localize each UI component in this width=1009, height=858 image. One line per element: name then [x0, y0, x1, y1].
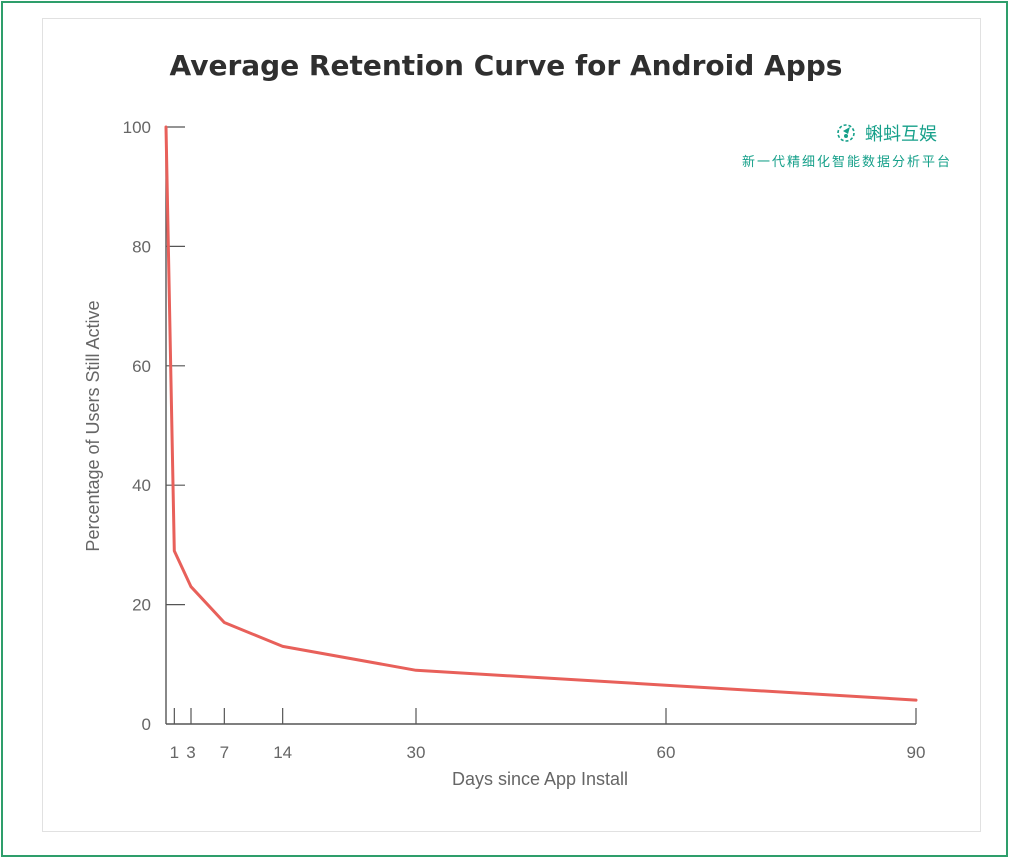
- chart-card: [42, 18, 981, 832]
- watermark-slogan: 新一代精细化智能数据分析平台: [742, 154, 952, 170]
- y-tick-label: 0: [142, 715, 151, 734]
- series-layer: [164, 125, 918, 702]
- y-axis: 0 20 40 60 80 100: [123, 118, 185, 734]
- watermark-name: 蝌蚪互娱: [865, 124, 937, 145]
- chart-title: Average Retention Curve for Android Apps: [170, 49, 843, 82]
- logo-icon: [837, 124, 855, 142]
- x-tick-label: 14: [273, 743, 292, 762]
- y-tick-label: 60: [132, 357, 151, 376]
- x-tick-label: 3: [186, 743, 195, 762]
- x-axis-label: Days since App Install: [452, 769, 628, 789]
- watermark: 蝌蚪互娱 新一代精细化智能数据分析平台: [742, 124, 952, 170]
- y-tick-label: 80: [132, 237, 151, 256]
- y-axis-label: Percentage of Users Still Active: [83, 300, 103, 551]
- retention-series-line: [164, 125, 918, 702]
- x-tick-label: 30: [407, 743, 426, 762]
- x-tick-label: 1: [170, 743, 179, 762]
- y-tick-label: 40: [132, 476, 151, 495]
- x-tick-label: 60: [657, 743, 676, 762]
- y-tick-label: 100: [123, 118, 151, 137]
- y-tick-label: 20: [132, 596, 151, 615]
- x-tick-label: 90: [907, 743, 926, 762]
- x-tick-label: 7: [220, 743, 229, 762]
- x-axis: 1 3 7 14 30 60 90: [166, 708, 925, 762]
